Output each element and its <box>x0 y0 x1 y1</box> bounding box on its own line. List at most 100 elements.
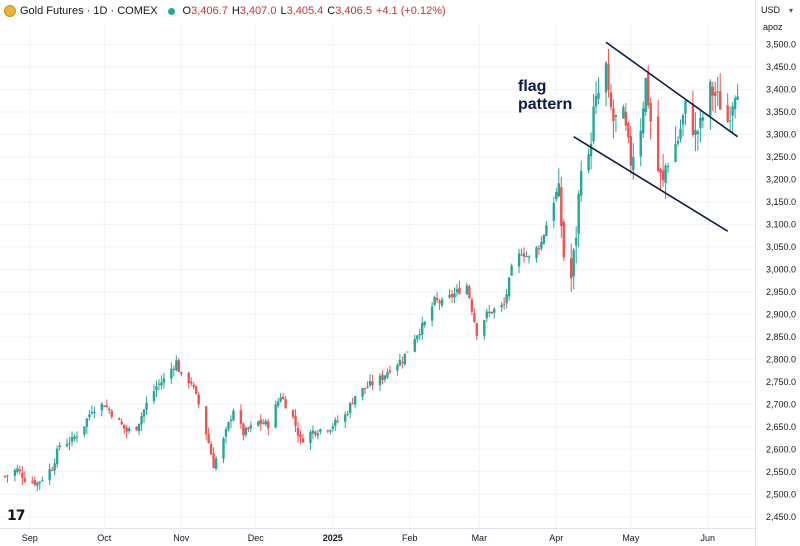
y-tick-label: 3,250.0 <box>766 152 796 162</box>
candle-down <box>262 422 265 424</box>
candle-up <box>594 95 598 107</box>
tradingview-logo-icon[interactable]: 17 <box>7 508 26 524</box>
candle-down <box>726 105 729 122</box>
candle-up <box>88 414 91 418</box>
candle-up <box>483 320 486 336</box>
candle-up <box>145 402 148 410</box>
candle-down <box>284 399 287 409</box>
candle-down <box>470 299 474 312</box>
currency-selector[interactable]: USD ▾ <box>757 2 797 18</box>
candle-down <box>656 116 660 171</box>
candle-down <box>135 426 138 431</box>
candle-down <box>209 444 213 455</box>
open-value: 3,406.7 <box>191 5 228 17</box>
candle-down <box>363 387 367 389</box>
y-tick-label: 2,900.0 <box>766 309 796 319</box>
candle-down <box>125 427 128 432</box>
candle-down <box>401 362 404 364</box>
symbol-title[interactable]: Gold Futures · 1D · COMEX <box>20 5 158 17</box>
candle-down <box>647 73 650 106</box>
candle-down <box>649 103 652 122</box>
y-tick-label: 3,050.0 <box>766 242 796 252</box>
candle-up <box>557 183 560 197</box>
candle-down <box>435 297 439 301</box>
candle-up <box>244 427 248 435</box>
candle-down <box>281 396 285 400</box>
candle-up <box>589 143 593 157</box>
candle-down <box>458 287 461 294</box>
candle-down <box>50 470 54 472</box>
candle-down <box>473 313 476 322</box>
y-tick-label: 2,850.0 <box>766 332 796 342</box>
candle-up <box>572 249 575 277</box>
y-tick-label: 2,600.0 <box>766 444 796 454</box>
candle-down <box>68 442 71 444</box>
candle-up <box>83 426 86 435</box>
candle-up <box>507 277 511 297</box>
candle-up <box>316 433 320 436</box>
candle-down <box>105 405 108 408</box>
candle-up <box>55 448 59 465</box>
chevron-down-icon: ▾ <box>788 5 793 15</box>
candle-up <box>155 386 158 391</box>
candle-down <box>719 91 722 110</box>
candle-up <box>542 235 546 244</box>
candle-down <box>294 416 297 426</box>
y-tick-label: 3,500.0 <box>766 39 796 49</box>
chart-header: Gold Futures · 1D · COMEX O 3,406.7 H 3,40… <box>4 3 446 19</box>
candle-up <box>500 304 503 308</box>
candle-up <box>421 323 424 335</box>
candle-down <box>212 453 215 469</box>
annotation-line-1: flag <box>518 78 547 95</box>
candle-up <box>642 108 645 134</box>
y-tick-label: 3,100.0 <box>766 219 796 229</box>
candle-up <box>348 403 352 413</box>
candle-up <box>224 429 228 437</box>
candle-up <box>361 388 364 397</box>
candle-up <box>232 410 235 421</box>
close-value: 3,406.5 <box>335 5 372 17</box>
x-tick-label: Oct <box>97 533 112 543</box>
candle-up <box>416 335 419 340</box>
candle-up <box>344 414 347 422</box>
candle-down <box>438 301 441 304</box>
candle-down <box>537 248 541 250</box>
high-value: 3,407.0 <box>239 5 277 17</box>
candle-up <box>137 423 141 432</box>
candle-up <box>622 106 625 119</box>
candle-down <box>21 472 24 479</box>
y-tick-label: 3,150.0 <box>766 197 796 207</box>
candle-up <box>170 368 173 379</box>
candle-down <box>180 371 183 374</box>
candle-down <box>714 92 717 96</box>
y-tick-label: 3,400.0 <box>766 84 796 94</box>
candle-up <box>396 365 399 371</box>
candle-up <box>587 154 590 171</box>
candle-down <box>187 372 190 384</box>
high-label: H <box>231 5 240 17</box>
y-tick-label: 2,700.0 <box>766 399 796 409</box>
candle-down <box>118 418 121 420</box>
candle-up <box>423 321 426 326</box>
scale-mode-label[interactable]: apoz <box>763 22 783 32</box>
candle-up <box>709 81 712 117</box>
candle-down <box>33 479 36 485</box>
candle-up <box>227 422 230 430</box>
candle-up <box>493 308 496 313</box>
candle-up <box>440 299 444 306</box>
y-tick-label: 2,750.0 <box>766 377 796 387</box>
candle-up <box>639 130 642 157</box>
candle-up <box>644 78 647 112</box>
candle-up <box>731 106 734 116</box>
candle-up <box>160 382 163 386</box>
candle-up <box>257 421 260 426</box>
candle-up <box>517 253 521 267</box>
candle-up <box>485 311 488 319</box>
candle-up <box>48 469 51 481</box>
candle-down <box>120 421 123 425</box>
candle-down <box>190 381 193 384</box>
candle-up <box>65 444 69 447</box>
x-tick-label: 2025 <box>323 533 343 543</box>
candle-up <box>274 404 277 428</box>
